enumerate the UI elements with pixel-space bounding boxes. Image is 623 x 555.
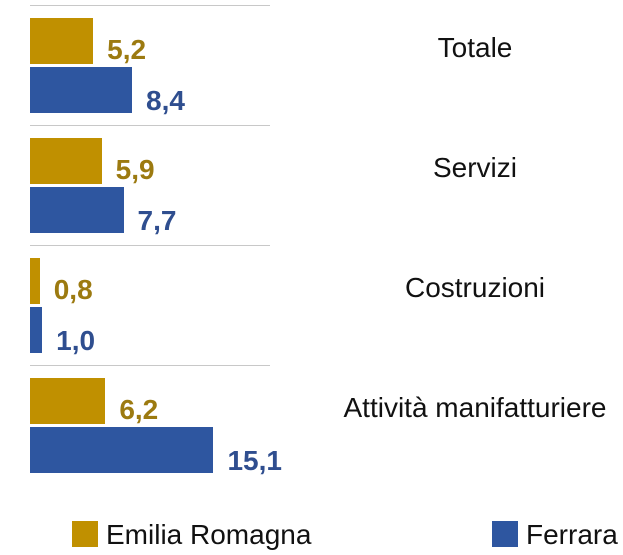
separator bbox=[30, 365, 270, 366]
bar bbox=[30, 427, 214, 473]
category-label: Attività manifatturiere bbox=[343, 392, 607, 423]
category-label: Costruzioni bbox=[404, 272, 546, 303]
value-label: 0,8 bbox=[53, 274, 93, 305]
value-label: 5,9 bbox=[115, 154, 155, 185]
value-label: 5,2 bbox=[107, 34, 147, 65]
legend-label: Ferrara bbox=[526, 519, 618, 550]
value-label: 7,7 bbox=[137, 205, 177, 236]
bar bbox=[30, 258, 40, 304]
separator bbox=[30, 5, 270, 6]
value-label: 6,2 bbox=[119, 394, 159, 425]
legend-item: Ferrara bbox=[492, 518, 618, 552]
value-label: 15,1 bbox=[227, 445, 282, 476]
legend-item: Emilia Romagna bbox=[72, 518, 311, 552]
separator bbox=[30, 125, 270, 126]
bar bbox=[30, 138, 102, 184]
legend-swatch bbox=[72, 521, 98, 547]
bar bbox=[30, 67, 133, 113]
value-label: 1,0 bbox=[56, 325, 96, 356]
bar bbox=[30, 187, 124, 233]
category-label: Totale bbox=[437, 32, 513, 63]
legend-swatch bbox=[492, 521, 518, 547]
bar bbox=[30, 378, 106, 424]
value-label: 8,4 bbox=[146, 85, 185, 116]
separator bbox=[30, 245, 270, 246]
bar bbox=[30, 307, 43, 353]
legend-label: Emilia Romagna bbox=[106, 519, 312, 550]
bar bbox=[30, 18, 94, 64]
category-label: Servizi bbox=[432, 152, 517, 183]
